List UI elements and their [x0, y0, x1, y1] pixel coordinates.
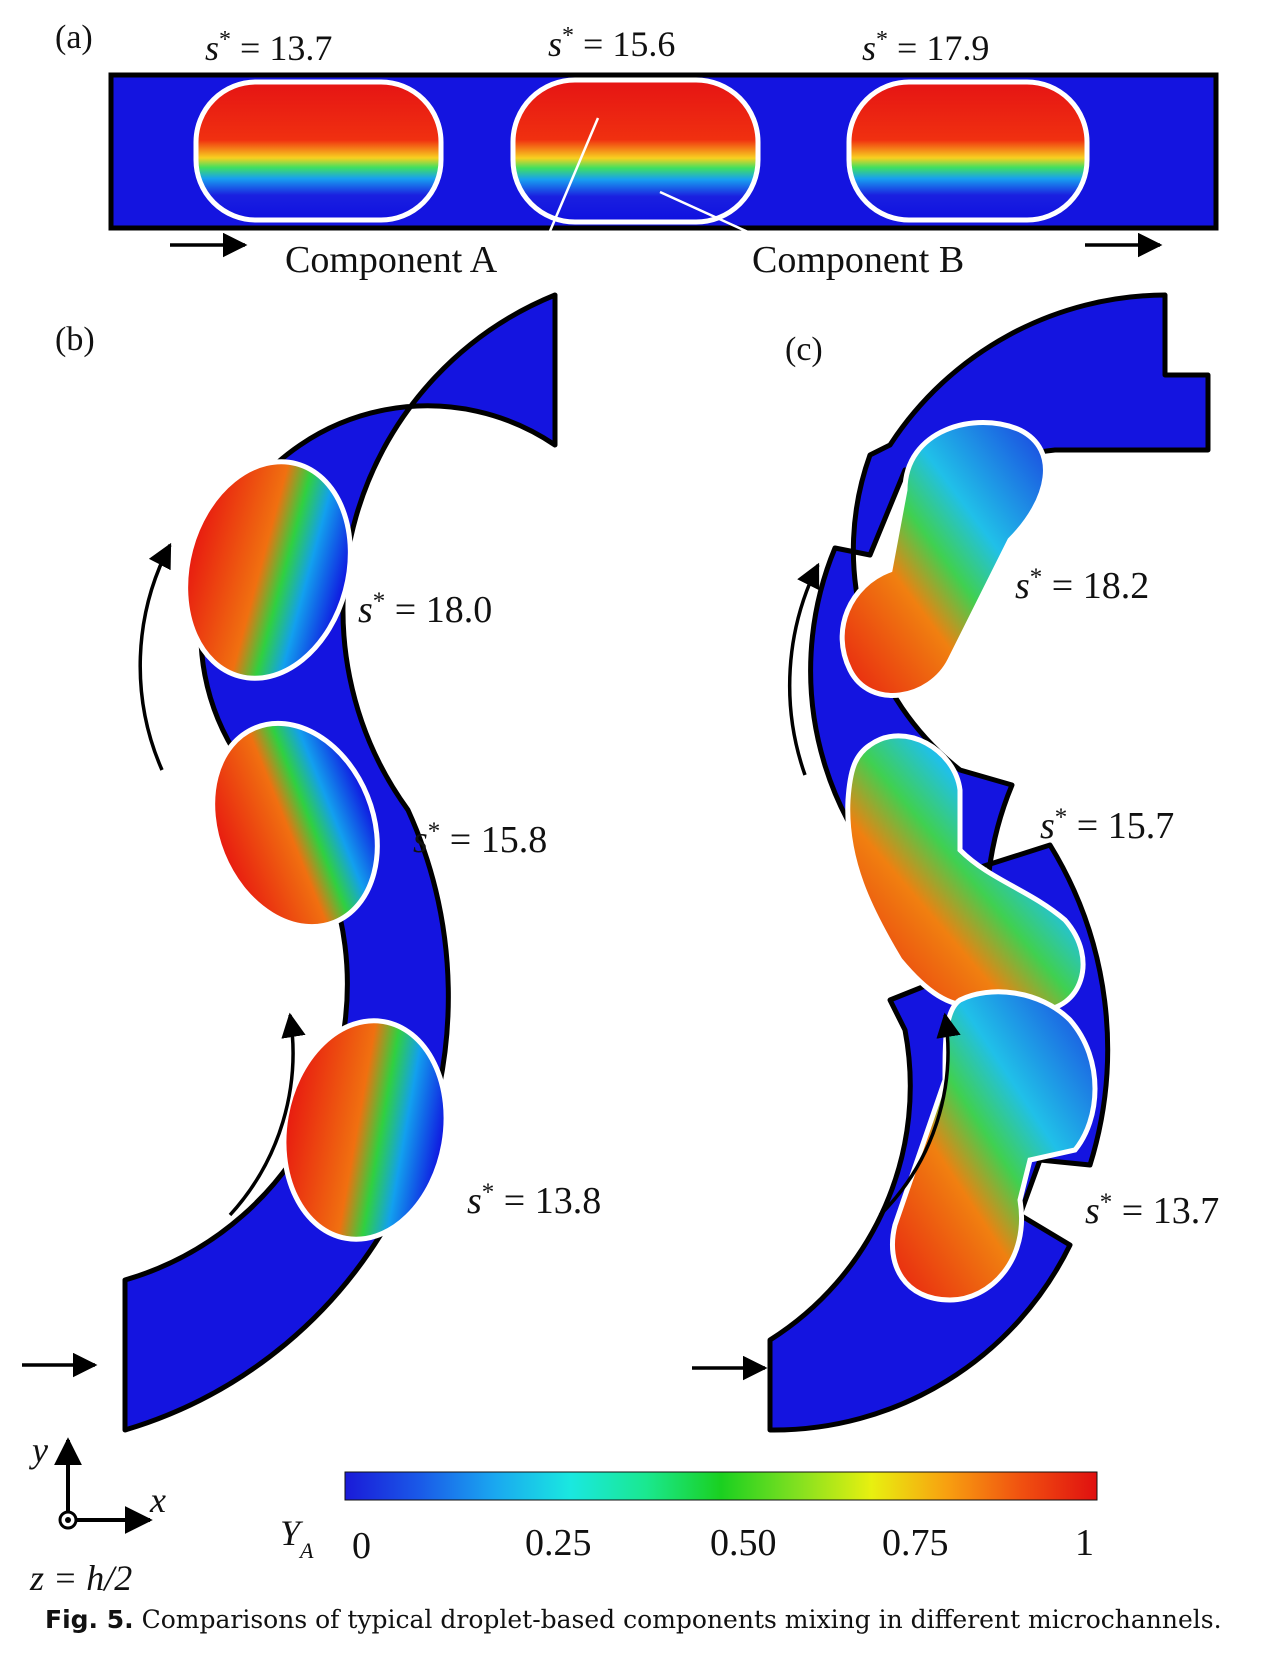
leader-line-component-b — [659, 190, 749, 234]
droplet-c1 — [839, 420, 1048, 698]
droplet-a2 — [510, 77, 761, 225]
panel-a-tag: (a) — [55, 19, 93, 56]
zigzag-channel-c — [767, 292, 1211, 1433]
y-axis-label: y — [29, 1430, 48, 1470]
coordinate-axes: y x z = h/2 — [29, 1430, 166, 1598]
panel-a: (a) s* = 13.7 s* = 15.6 s* = 17.9 Compon… — [55, 19, 1219, 281]
caption-label: Fig. 5. — [45, 1605, 134, 1634]
droplet-c1-label: s* = 18.2 — [1015, 564, 1149, 608]
droplet-a3 — [846, 79, 1090, 223]
colorbar-scale — [344, 1471, 1098, 1501]
x-axis-label: x — [149, 1480, 166, 1520]
colorbar-tick-075: 0.75 — [882, 1522, 949, 1564]
droplet-b1 — [183, 459, 353, 681]
flow-arrow-b-lower — [228, 1012, 306, 1217]
flow-arrow-c-lower — [878, 1012, 961, 1217]
flow-arrow-b-upper — [138, 542, 172, 771]
plane-label: z = h/2 — [29, 1558, 132, 1598]
component-a-label: Component A — [285, 239, 498, 281]
panel-c: (c) s* = 18.2 s* = 15.7 s* = 13.7 — [692, 292, 1219, 1433]
colorbar-tick-025: 0.25 — [525, 1522, 592, 1564]
droplet-a2-label: s* = 15.6 — [548, 23, 675, 64]
droplet-b1-label: s* = 18.0 — [358, 588, 492, 632]
colorbar-tick-1: 1 — [1075, 1522, 1094, 1564]
panel-c-tag: (c) — [785, 331, 823, 368]
droplet-b2-label: s* = 15.8 — [413, 818, 547, 862]
colorbar: YA 0 0.25 0.50 0.75 1 — [280, 1471, 1098, 1567]
droplet-a1-label: s* = 13.7 — [205, 27, 332, 68]
droplet-a3-label: s* = 17.9 — [862, 27, 989, 68]
droplet-b3-label: s* = 13.8 — [467, 1179, 601, 1223]
panel-b-tag: (b) — [55, 321, 95, 358]
droplet-c3-label: s* = 13.7 — [1085, 1189, 1219, 1233]
caption-text: Comparisons of typical droplet-based com… — [141, 1605, 1222, 1634]
colorbar-tick-050: 0.50 — [710, 1522, 777, 1564]
droplet-a1 — [193, 79, 444, 223]
figure-caption: Fig. 5. Comparisons of typical droplet-b… — [45, 1605, 1245, 1634]
component-b-label: Component B — [752, 239, 964, 281]
droplet-c2-label: s* = 15.7 — [1040, 804, 1174, 848]
panel-b: (b) s* = 18.0 s* = 15.8 s* = 13.8 — [22, 292, 601, 1433]
colorbar-tick-0: 0 — [352, 1525, 371, 1567]
flow-arrow-c-upper — [787, 562, 820, 776]
droplet-b2 — [210, 720, 380, 930]
colorbar-variable: YA — [280, 1513, 314, 1563]
droplet-c3 — [889, 989, 1098, 1303]
leader-line-component-a — [540, 117, 600, 251]
